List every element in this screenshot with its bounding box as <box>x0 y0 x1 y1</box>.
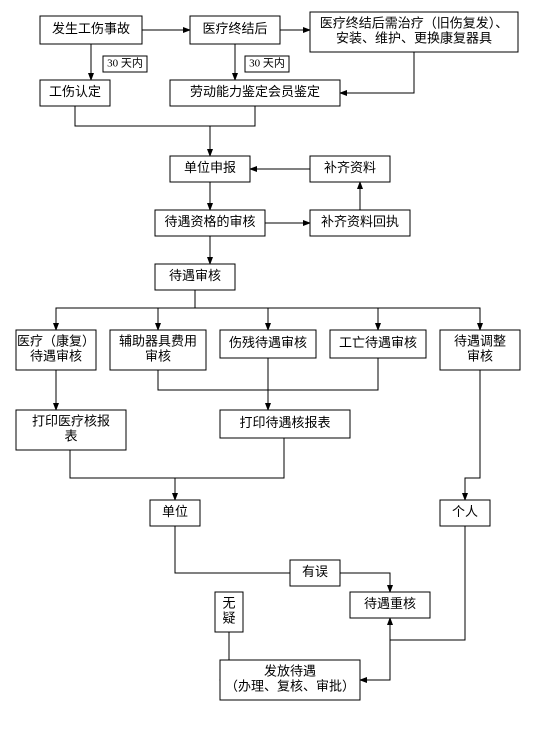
node-label: 补齐资料 <box>324 160 376 175</box>
node-label: 审核 <box>145 348 171 363</box>
node-label: 单位 <box>162 504 188 519</box>
node-n16: 打印医疗核报表 <box>16 410 126 450</box>
node-d2: 30 天内 <box>245 56 289 72</box>
node-n20: 待遇重核 <box>350 592 430 618</box>
node-n2: 医疗终结后 <box>190 16 280 44</box>
node-label: 辅助器具费用 <box>119 333 197 348</box>
node-n21: 发放待遇（办理、复核、审批） <box>220 660 360 700</box>
node-label: 待遇资格的审核 <box>164 214 255 229</box>
node-n18: 单位 <box>150 500 200 526</box>
node-label: 有误 <box>302 564 328 579</box>
node-n9: 补齐资料回执 <box>310 210 410 236</box>
node-b2: 无疑 <box>215 592 243 632</box>
node-n19: 个人 <box>440 500 490 526</box>
edge <box>70 450 284 478</box>
node-d1: 30 天内 <box>103 56 147 72</box>
edge <box>75 106 210 156</box>
node-label: 补齐资料回执 <box>321 214 399 229</box>
node-label: 表 <box>64 428 77 443</box>
edge <box>340 573 390 592</box>
node-label: 单位申报 <box>184 160 236 175</box>
node-n11: 医疗（康复）待遇审核 <box>16 330 96 370</box>
node-n7: 补齐资料 <box>310 156 390 182</box>
node-n15: 待遇调整审核 <box>440 330 520 370</box>
node-label: 工亡待遇审核 <box>339 335 417 350</box>
edge <box>268 358 378 390</box>
node-label: 医疗终结后需治疗（旧伤复发）、 <box>320 15 509 30</box>
node-label: 安装、维护、更换康复器具 <box>336 30 492 45</box>
node-b1: 有误 <box>290 560 340 586</box>
node-label: 无 <box>222 595 235 610</box>
edge <box>390 526 465 640</box>
node-n13: 伤残待遇审核 <box>220 330 316 358</box>
node-n5: 劳动能力鉴定会员鉴定 <box>170 80 340 106</box>
node-n3: 医疗终结后需治疗（旧伤复发）、安装、维护、更换康复器具 <box>310 12 518 52</box>
edge <box>158 370 268 410</box>
edge <box>360 618 390 680</box>
node-label: 伤残待遇审核 <box>229 335 307 350</box>
node-n8: 待遇资格的审核 <box>155 210 265 236</box>
edge <box>465 370 480 500</box>
node-label: 30 天内 <box>107 56 143 70</box>
node-label: 发放待遇 <box>264 663 316 678</box>
node-label: 打印待遇核报表 <box>239 415 330 430</box>
node-label: 打印医疗核报 <box>32 413 110 428</box>
node-label: （办理、复核、审批） <box>225 678 355 693</box>
node-label: 30 天内 <box>249 56 285 70</box>
node-n12: 辅助器具费用审核 <box>110 330 206 370</box>
edge <box>175 438 284 500</box>
node-n14: 工亡待遇审核 <box>330 330 426 358</box>
node-label: 医疗（康复） <box>17 333 95 348</box>
node-n10: 待遇审核 <box>155 264 235 290</box>
node-label: 疑 <box>222 610 235 625</box>
node-label: 发生工伤事故 <box>52 21 130 36</box>
node-label: 劳动能力鉴定会员鉴定 <box>190 84 320 99</box>
node-label: 审核 <box>467 348 493 363</box>
node-label: 工伤认定 <box>49 84 101 99</box>
edge <box>340 52 414 93</box>
node-n4: 工伤认定 <box>40 80 110 106</box>
node-n6: 单位申报 <box>170 156 250 182</box>
node-label: 个人 <box>452 504 478 519</box>
node-label: 待遇审核 <box>30 348 82 363</box>
node-label: 待遇重核 <box>364 596 416 611</box>
node-label: 待遇调整 <box>454 333 506 348</box>
node-n1: 发生工伤事故 <box>40 16 142 44</box>
node-label: 待遇审核 <box>169 268 221 283</box>
node-label: 医疗终结后 <box>202 21 267 36</box>
flowchart: 发生工伤事故 医疗终结后 医疗终结后需治疗（旧伤复发）、安装、维护、更换康复器具 30… <box>0 0 537 733</box>
edge <box>210 106 255 126</box>
edge <box>56 290 195 330</box>
node-n17: 打印待遇核报表 <box>220 410 350 438</box>
